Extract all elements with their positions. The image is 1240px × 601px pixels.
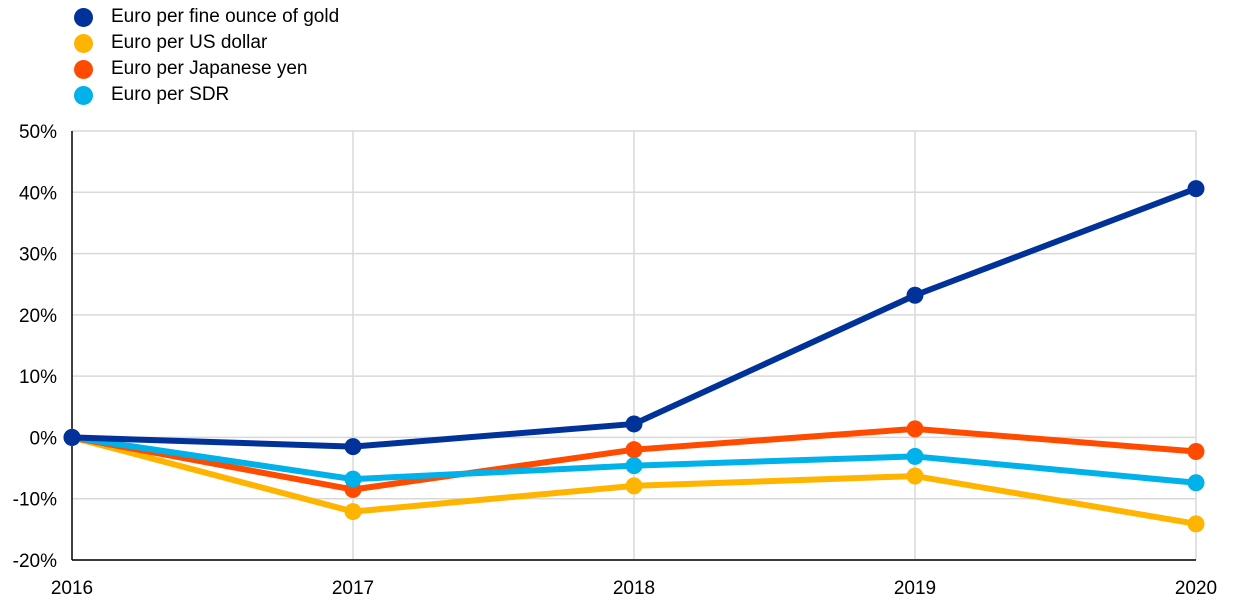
legend-item-sdr: Euro per SDR bbox=[74, 82, 339, 108]
x-tick-label: 2016 bbox=[51, 578, 93, 599]
legend-label-gold: Euro per fine ounce of gold bbox=[111, 6, 340, 27]
y-tick-label: 0% bbox=[30, 428, 58, 449]
series-point bbox=[63, 428, 81, 446]
series-point bbox=[1187, 443, 1205, 461]
y-tick-label: 10% bbox=[19, 367, 57, 388]
legend-label-jpy: Euro per Japanese yen bbox=[111, 58, 308, 79]
series-point bbox=[625, 457, 643, 475]
legend-marker-gold bbox=[74, 7, 93, 27]
series-point bbox=[906, 467, 924, 485]
x-tick-label: 2018 bbox=[613, 578, 655, 599]
y-tick-label: -10% bbox=[13, 490, 57, 511]
legend-marker-usd bbox=[74, 33, 93, 53]
x-tick-label: 2020 bbox=[1175, 578, 1217, 599]
legend: Euro per fine ounce of gold Euro per US … bbox=[74, 4, 339, 108]
series-point bbox=[1187, 180, 1205, 198]
series-point bbox=[625, 441, 643, 459]
series-point bbox=[906, 447, 924, 465]
legend-item-usd: Euro per US dollar bbox=[74, 30, 339, 56]
legend-marker-jpy bbox=[74, 59, 93, 79]
y-tick-label: 30% bbox=[19, 245, 57, 266]
y-tick-label: 50% bbox=[19, 122, 57, 143]
series-point bbox=[625, 477, 643, 495]
y-tick-label: 20% bbox=[19, 306, 57, 327]
x-tick-label: 2019 bbox=[894, 578, 936, 599]
series-point bbox=[344, 503, 362, 521]
legend-item-gold: Euro per fine ounce of gold bbox=[74, 4, 339, 30]
legend-marker-sdr bbox=[74, 85, 93, 105]
series-point bbox=[906, 420, 924, 438]
series-point bbox=[906, 286, 924, 304]
y-tick-label: -20% bbox=[13, 551, 57, 572]
y-tick-label: 40% bbox=[19, 183, 57, 204]
series-point bbox=[1187, 515, 1205, 533]
x-tick-label: 2017 bbox=[332, 578, 374, 599]
legend-label-usd: Euro per US dollar bbox=[111, 32, 268, 53]
series-point bbox=[344, 470, 362, 488]
series-point bbox=[1187, 474, 1205, 492]
legend-item-jpy: Euro per Japanese yen bbox=[74, 56, 339, 82]
series-point bbox=[625, 415, 643, 433]
series-point bbox=[344, 438, 362, 456]
legend-label-sdr: Euro per SDR bbox=[111, 84, 230, 105]
